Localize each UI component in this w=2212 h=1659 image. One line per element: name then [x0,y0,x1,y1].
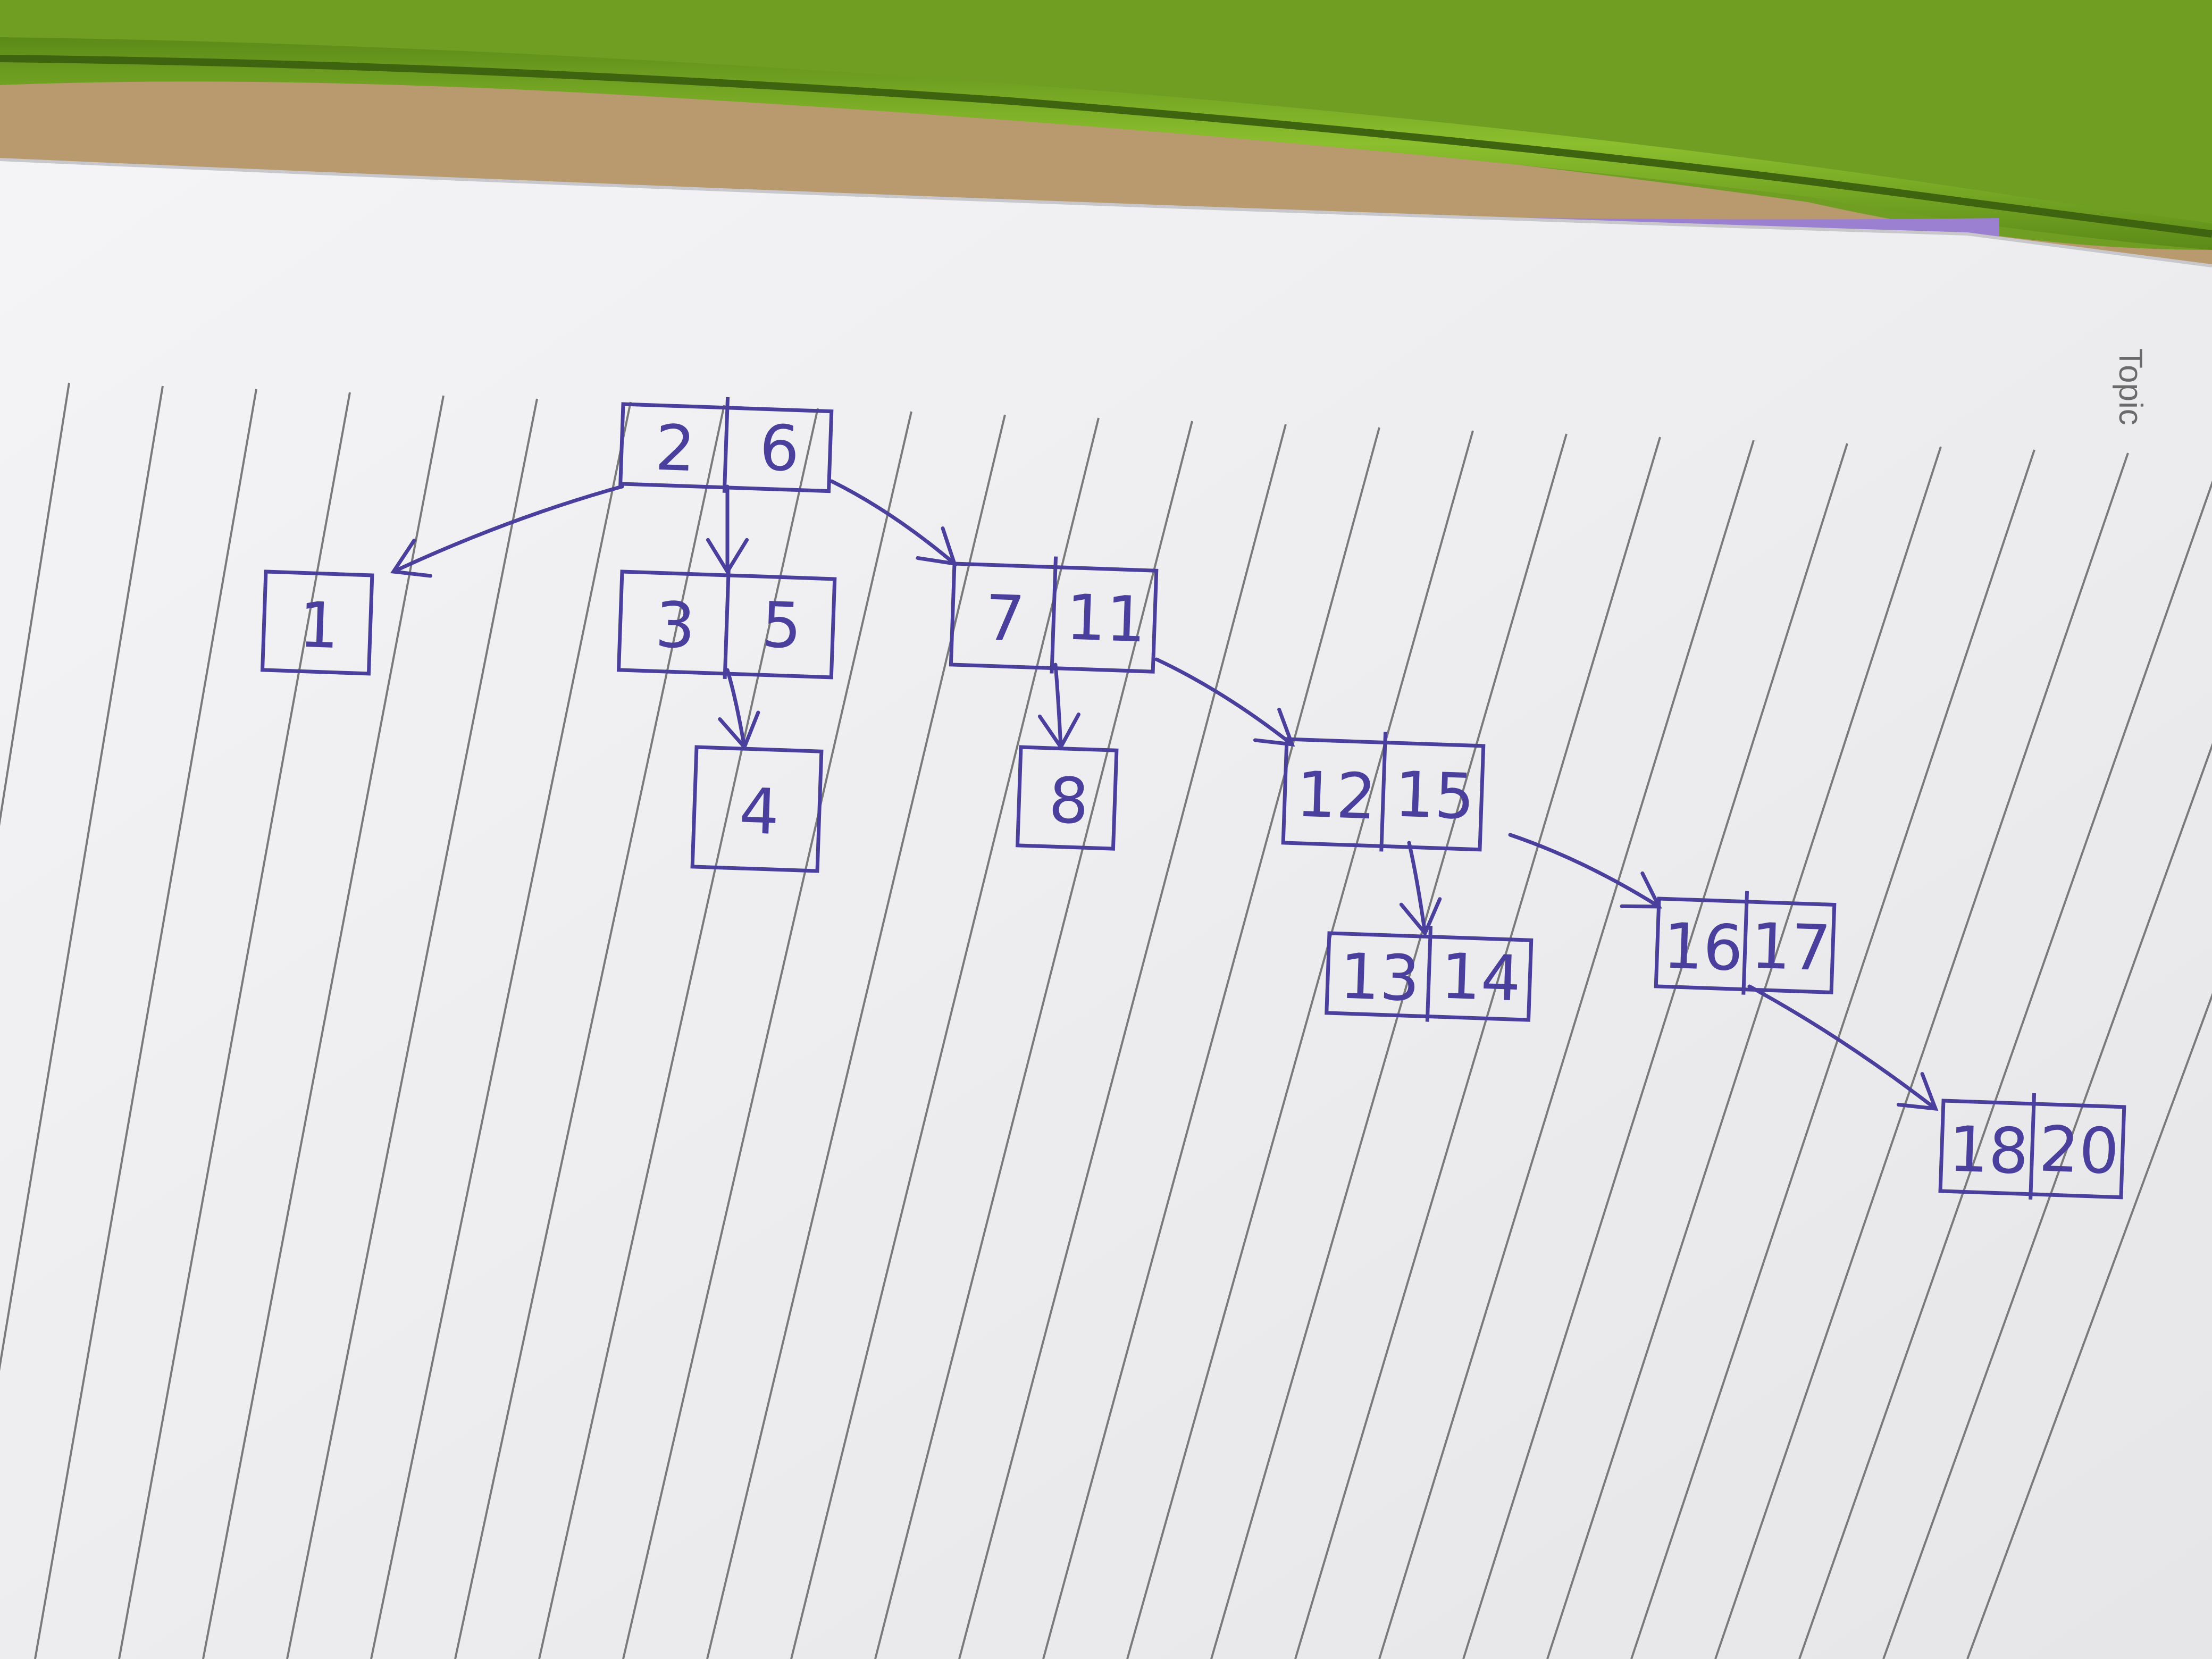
node-box [260,569,374,676]
node-divider [1425,926,1433,1022]
node-key-17: 17 [1749,908,1832,985]
ruled-line [1126,430,1474,1659]
zipper-pouch [0,0,2212,250]
arrowhead [1253,707,1295,747]
edge-n-7-11-to-n-12-15 [1154,657,1294,747]
ruled-line [706,414,1006,1659]
node-n-3-5 [616,564,837,680]
node-box [1015,745,1119,851]
ruled-line [622,411,912,1659]
ruled-line [1462,443,1848,1659]
ruled-line [0,382,70,826]
node-n-2-6 [618,397,834,493]
ruled-line [1714,453,2129,1659]
node-key-5: 5 [760,588,803,663]
node-key-20: 20 [2038,1112,2121,1188]
node-divider [1050,556,1058,674]
node-key-13: 13 [1338,939,1421,1016]
node-n-4 [690,745,824,873]
node-key-18: 18 [1947,1112,2030,1188]
ruled-line [1042,427,1380,1659]
edge-n-16-17-to-n-18-20 [1747,984,1938,1111]
ruled-line [1882,743,2212,1659]
page-heading: Topic [2112,348,2149,425]
node-n-7-11 [949,556,1159,674]
edge-n-12-15-to-n-16-17 [1508,833,1661,909]
ruled-lines [0,382,2212,1659]
ruled-line [1210,433,1568,1659]
arrowhead [390,539,433,578]
edge-n-7-11-to-n-8 [1053,663,1063,749]
ruled-line [1630,449,2035,1659]
ruled-line [1546,446,1942,1659]
node-box [690,745,824,873]
node-key-14: 14 [1439,939,1522,1016]
edge-n-12-15-to-n-13-14 [1407,841,1427,935]
edge-n-2-6-to-n-1 [391,484,624,574]
ruled-line [118,392,351,1659]
node-n-1 [260,569,374,676]
ruled-line [1798,480,2212,1659]
node-key-4: 4 [738,774,781,849]
node-n-16-17 [1654,891,1837,995]
ruled-line [790,417,1100,1659]
notebook-page [0,160,2212,1659]
ruled-line [874,421,1193,1659]
ruled-line [958,424,1287,1659]
arrowhead [1399,897,1442,937]
ruled-line [454,405,725,1659]
node-key-2: 2 [654,410,697,486]
edge-n-3-5-to-n-4 [725,668,747,749]
node-key-6: 6 [758,410,801,486]
node-n-18-20 [1938,1093,2126,1200]
ruled-line [1294,437,1661,1659]
node-divider [1379,732,1388,852]
ruled-line [0,386,164,1371]
ruled-line [538,408,819,1659]
node-n-8 [1015,745,1119,851]
ruled-line [1378,440,1755,1659]
node-key-7: 7 [984,581,1026,656]
arrowhead [1896,1072,1939,1111]
edge-n-2-6-to-n-7-11 [830,479,957,566]
ruled-line [34,389,257,1659]
node-key-16: 16 [1662,908,1744,985]
node-key-3: 3 [654,588,697,663]
ruled-line [370,401,632,1659]
ruled-line [1966,993,2212,1659]
ruled-line [202,395,445,1659]
node-n-13-14 [1325,926,1534,1022]
node-key-12: 12 [1295,757,1377,834]
diagram-nodes [260,397,2126,1200]
node-divider [1741,891,1749,995]
ruled-line [286,398,538,1659]
node-key-11: 11 [1065,580,1147,657]
node-key-8: 8 [1048,763,1090,838]
node-divider [723,564,731,679]
node-key-1: 1 [298,588,340,663]
node-n-12-15 [1281,732,1486,852]
node-key-15: 15 [1393,757,1476,834]
node-divider [2029,1093,2037,1200]
node-divider [722,397,730,493]
